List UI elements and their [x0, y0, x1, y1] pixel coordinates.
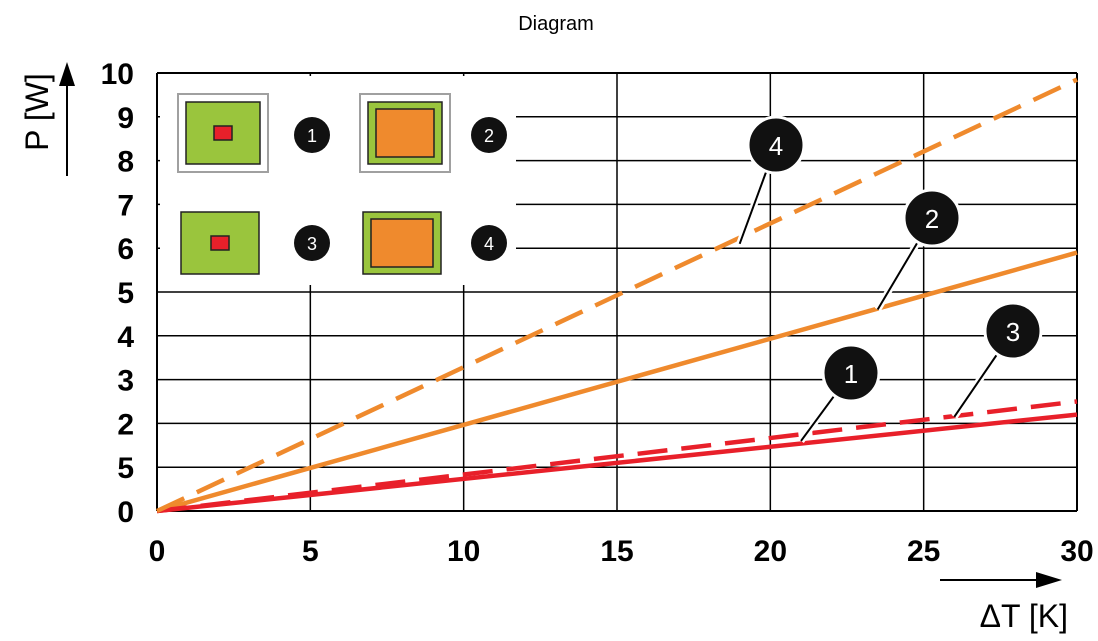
series-line-4: [156, 77, 1078, 514]
x-axis-title-group: ΔT [K]: [940, 572, 1068, 634]
callout-badge: [902, 188, 962, 248]
legend-die-small: [210, 235, 230, 251]
y-tick-label: 5: [117, 452, 134, 485]
legend-item-2: 2: [359, 93, 507, 173]
callout-badge-label: 1: [844, 359, 858, 389]
legend-die-large: [375, 108, 435, 158]
x-tick-label: 0: [149, 535, 166, 568]
callout-2: 2: [874, 188, 962, 312]
y-tick-label: 4: [117, 321, 134, 354]
y-tick-label: 7: [117, 189, 134, 222]
callout-badge-label: 3: [1006, 317, 1020, 347]
callout-badge: [746, 115, 806, 175]
y-tick-label: 5: [117, 277, 134, 310]
legend-badge: [471, 225, 507, 261]
callout-badge-label: 2: [925, 204, 939, 234]
y-tick-label: 2: [117, 408, 134, 441]
callout-badge-label: 4: [769, 131, 783, 161]
callout-badge: [983, 301, 1043, 361]
x-tick-label: 10: [447, 535, 480, 568]
x-tick-label: 15: [600, 535, 633, 568]
x-tick-label: 30: [1060, 535, 1093, 568]
y-tick-label: 8: [117, 146, 134, 179]
legend-item-3: 3: [180, 211, 330, 275]
callout-badge: [821, 343, 881, 403]
x-axis-title-arrowhead: [1036, 572, 1062, 588]
y-tick-label: 10: [101, 58, 134, 91]
legend-substrate: [185, 101, 261, 165]
series-lines: [156, 77, 1078, 514]
y-tick-label: 0: [117, 496, 134, 529]
x-tick-label: 20: [754, 535, 787, 568]
callout-3: 3: [951, 301, 1043, 419]
callout-1: 1: [798, 343, 881, 443]
chart-title: Diagram: [518, 13, 594, 35]
series-line-2: [156, 250, 1078, 514]
legend-item-1: 1: [177, 93, 330, 173]
series-line-3: [156, 399, 1078, 514]
x-tick-label: 5: [302, 535, 319, 568]
legend-die-small: [213, 125, 233, 141]
legend-die-large: [370, 218, 434, 268]
y-tick-label: 9: [117, 102, 134, 135]
legend-badge: [471, 117, 507, 153]
legend-item-4: 4: [362, 211, 507, 275]
legend-badge-label: 1: [307, 126, 317, 146]
callout-4: 4: [736, 115, 806, 246]
y-axis-title: P [W]: [19, 73, 55, 151]
legend-badge: [294, 117, 330, 153]
legend: 1 2 3 4: [160, 76, 516, 285]
y-axis-title-arrowhead: [59, 62, 75, 86]
callouts: 4 2 3 1: [736, 115, 1043, 443]
x-axis-title: ΔT [K]: [980, 598, 1068, 634]
legend-badge-label: 3: [307, 234, 317, 254]
x-tick-label: 25: [907, 535, 940, 568]
legend-badge-label: 2: [484, 126, 494, 146]
legend-badge-label: 4: [484, 234, 494, 254]
y-tick-label: 3: [117, 365, 134, 398]
tick-labels: 0 5 10 15 20 25 30 0 5 2 3 4 5 6 7 8 9 10: [101, 58, 1094, 568]
legend-badge: [294, 225, 330, 261]
y-tick-label: 6: [117, 233, 134, 266]
y-axis-title-group: P [W]: [19, 62, 75, 176]
